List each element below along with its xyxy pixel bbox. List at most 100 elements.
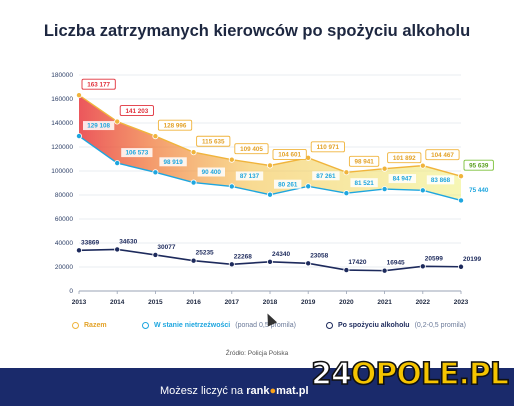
y-tick-label: 40000 (55, 240, 73, 247)
data-point (381, 165, 388, 172)
brand-dot-icon: ● (269, 385, 277, 397)
logo-number: 24 (310, 357, 352, 392)
footer-tagline: Możesz liczyć na rank●mat.pl (160, 385, 309, 397)
x-tick-label: 2015 (148, 299, 163, 306)
logo-text: OPOLE.PL (350, 357, 510, 392)
line-chart: 0 20000 40000 60000 80000 100000 120000 140000 1… (51, 72, 494, 306)
data-point (152, 251, 159, 258)
legend-label: Po spożyciu alkoholu (338, 322, 410, 329)
data-label: 115 635 (202, 138, 225, 145)
data-label: 23058 (310, 252, 328, 259)
data-label-bg (465, 185, 493, 195)
data-point (114, 160, 121, 167)
legend-label-extra: (0,2-0,5 promila) (414, 322, 466, 329)
brand-name: rank●mat.pl (246, 385, 308, 397)
data-label: 87 137 (240, 173, 260, 180)
x-tick-label: 2013 (72, 299, 87, 306)
data-point (266, 162, 273, 169)
data-label: 129 108 (87, 123, 110, 130)
data-point (228, 261, 235, 268)
data-label: 30077 (157, 244, 175, 251)
data-point (419, 187, 426, 194)
data-point (457, 263, 464, 270)
data-label: 81 521 (354, 180, 374, 187)
x-axis-ticks: 2013 2014 2015 2016 2017 2018 2019 2020 2021 2022… (72, 291, 469, 306)
x-tick-label: 2023 (454, 299, 469, 306)
data-label: 98 919 (163, 159, 183, 166)
legend-item-nietrzezwosc: W stanie nietrzeźwości (ponad 0,5 promil… (142, 322, 296, 329)
series-points (76, 92, 464, 274)
x-tick-label: 2014 (110, 299, 125, 306)
data-point (228, 183, 235, 190)
data-label: 106 573 (125, 150, 148, 157)
data-label: 141 203 (125, 108, 148, 115)
data-point (305, 260, 312, 267)
data-label-box (348, 155, 380, 167)
data-label-box (81, 78, 116, 90)
data-point (305, 183, 312, 190)
data-point (190, 179, 197, 186)
data-point (457, 173, 464, 180)
data-label-bg (350, 178, 378, 188)
data-point (457, 197, 464, 204)
y-tick-label: 0 (69, 288, 73, 295)
legend-marker-icon (72, 322, 79, 329)
data-label: 104 601 (278, 152, 301, 159)
data-point (343, 169, 350, 176)
x-tick-label: 2016 (186, 299, 201, 306)
data-label-box (463, 159, 494, 171)
data-label: 110 971 (317, 144, 340, 151)
data-label: 80 261 (278, 181, 298, 188)
x-tick-label: 2021 (377, 299, 392, 306)
data-label-box (272, 149, 307, 160)
data-label: 25235 (196, 250, 214, 257)
data-label: 24340 (272, 251, 290, 258)
data-point (343, 267, 350, 274)
legend-marker-icon (326, 322, 333, 329)
data-point (190, 149, 197, 156)
data-point (381, 186, 388, 193)
data-label-box (310, 141, 345, 153)
y-tick-label: 180000 (51, 72, 73, 79)
data-label: 34630 (119, 238, 137, 245)
data-point (381, 267, 388, 274)
data-label-bg (312, 171, 340, 181)
data-label: 84 947 (393, 176, 413, 183)
data-label: 83 868 (431, 177, 451, 184)
data-label: 16945 (387, 260, 405, 267)
data-point (76, 247, 83, 254)
data-label: 128 996 (164, 122, 187, 129)
data-label-bg (83, 121, 115, 131)
data-label-bg (121, 148, 153, 158)
brand-part: rank (246, 385, 270, 397)
legend-label-extra: (ponad 0,5 promila) (235, 322, 296, 329)
legend-label: Razem (84, 322, 107, 329)
area-fill (79, 95, 461, 201)
data-labels: 163 177 141 203 128 996 115 635 109 405 104 6… (81, 78, 494, 267)
data-label-bg (235, 171, 264, 181)
area-razem-fill (79, 95, 461, 201)
y-tick-label: 20000 (55, 264, 73, 271)
data-point (419, 263, 426, 270)
data-label: 75 440 (469, 187, 489, 194)
data-label: 95 639 (469, 162, 489, 169)
y-tick-label: 100000 (51, 168, 73, 175)
legend-item-po-spozyciu: Po spożyciu alkoholu (0,2-0,5 promila) (326, 322, 466, 329)
data-point (152, 133, 159, 140)
data-label: 87 261 (316, 173, 336, 180)
data-label-box (387, 152, 422, 164)
brand-part: mat.pl (276, 385, 309, 397)
data-label-box (425, 149, 460, 161)
data-point (190, 257, 197, 264)
legend-marker-icon (142, 322, 149, 329)
data-label: 109 405 (240, 146, 263, 153)
source-note: Źródło: Policja Polska (225, 350, 289, 357)
data-label: 20199 (463, 256, 481, 263)
x-tick-label: 2017 (225, 299, 240, 306)
data-label: 20599 (425, 255, 443, 262)
data-label: 101 892 (393, 155, 416, 162)
data-label: 22268 (234, 253, 252, 260)
data-label: 104 467 (431, 152, 454, 159)
y-tick-label: 160000 (51, 96, 73, 103)
legend-label: W stanie nietrzeźwości (154, 322, 231, 329)
